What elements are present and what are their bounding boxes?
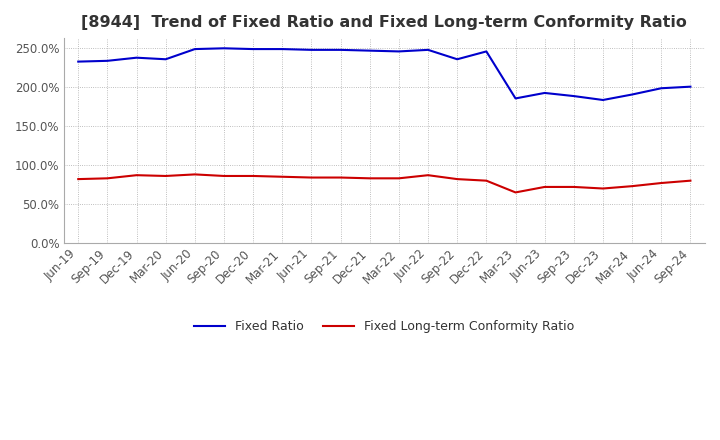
Fixed Ratio [540,90,549,95]
Fixed Long-term Conformity Ratio [307,175,316,180]
Fixed Long-term Conformity Ratio [249,173,258,179]
Fixed Ratio [686,84,695,89]
Fixed Ratio [249,47,258,52]
Fixed Long-term Conformity Ratio [395,176,403,181]
Fixed Ratio [570,93,578,99]
Fixed Ratio [511,96,520,101]
Fixed Long-term Conformity Ratio [598,186,607,191]
Fixed Ratio [482,49,491,54]
Fixed Long-term Conformity Ratio [657,180,665,186]
Line: Fixed Long-term Conformity Ratio: Fixed Long-term Conformity Ratio [78,174,690,192]
Fixed Long-term Conformity Ratio [220,173,228,179]
Fixed Long-term Conformity Ratio [628,183,636,189]
Fixed Long-term Conformity Ratio [336,175,345,180]
Fixed Long-term Conformity Ratio [132,172,141,178]
Fixed Long-term Conformity Ratio [482,178,491,183]
Fixed Ratio [161,57,170,62]
Fixed Long-term Conformity Ratio [103,176,112,181]
Fixed Long-term Conformity Ratio [540,184,549,190]
Fixed Ratio [278,47,287,52]
Fixed Ratio [103,58,112,63]
Line: Fixed Ratio: Fixed Ratio [78,48,690,100]
Fixed Long-term Conformity Ratio [278,174,287,180]
Fixed Ratio [453,57,462,62]
Fixed Ratio [366,48,374,53]
Fixed Ratio [336,47,345,52]
Fixed Long-term Conformity Ratio [74,176,83,182]
Fixed Ratio [598,97,607,103]
Fixed Ratio [307,47,316,52]
Fixed Long-term Conformity Ratio [424,172,433,178]
Fixed Long-term Conformity Ratio [366,176,374,181]
Title: [8944]  Trend of Fixed Ratio and Fixed Long-term Conformity Ratio: [8944] Trend of Fixed Ratio and Fixed Lo… [81,15,688,30]
Fixed Long-term Conformity Ratio [570,184,578,190]
Fixed Long-term Conformity Ratio [511,190,520,195]
Legend: Fixed Ratio, Fixed Long-term Conformity Ratio: Fixed Ratio, Fixed Long-term Conformity … [189,315,580,338]
Fixed Ratio [220,46,228,51]
Fixed Ratio [74,59,83,64]
Fixed Ratio [395,49,403,54]
Fixed Ratio [424,47,433,52]
Fixed Ratio [657,86,665,91]
Fixed Long-term Conformity Ratio [686,178,695,183]
Fixed Long-term Conformity Ratio [161,173,170,179]
Fixed Ratio [132,55,141,60]
Fixed Long-term Conformity Ratio [191,172,199,177]
Fixed Long-term Conformity Ratio [453,176,462,182]
Fixed Ratio [191,47,199,52]
Fixed Ratio [628,92,636,97]
